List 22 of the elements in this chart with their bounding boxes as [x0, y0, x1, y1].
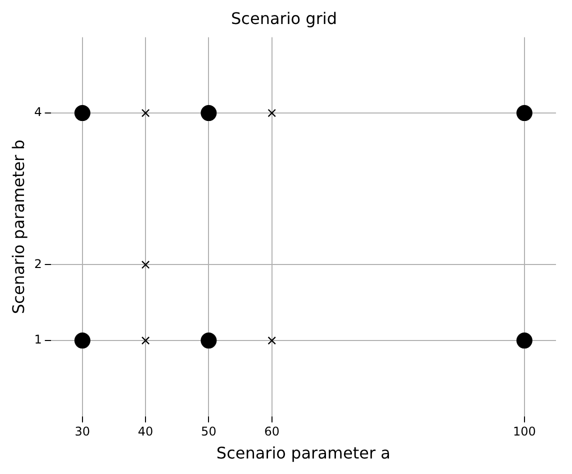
y-tick-label: 2 [34, 256, 42, 271]
y-tick-label: 4 [34, 105, 42, 120]
x-tick-label: 40 [138, 424, 154, 439]
point [74, 332, 90, 349]
point [268, 108, 276, 118]
x-tick-label: 50 [201, 424, 216, 439]
x-tick-label: 100 [512, 424, 536, 439]
y-axis-title: Scenario parameter b [8, 140, 28, 314]
point [74, 105, 90, 122]
chart-title: Scenario grid [231, 8, 337, 28]
point [516, 105, 532, 122]
x-tick-label: 60 [264, 424, 280, 439]
x-tick-label: 30 [74, 424, 90, 439]
point [200, 105, 217, 122]
point [141, 260, 150, 269]
point [268, 336, 276, 345]
point [141, 336, 150, 345]
y-tick-label: 1 [34, 332, 42, 347]
point [516, 332, 532, 349]
point [141, 108, 150, 118]
point [200, 332, 217, 349]
x-axis-title: Scenario parameter a [216, 444, 390, 463]
